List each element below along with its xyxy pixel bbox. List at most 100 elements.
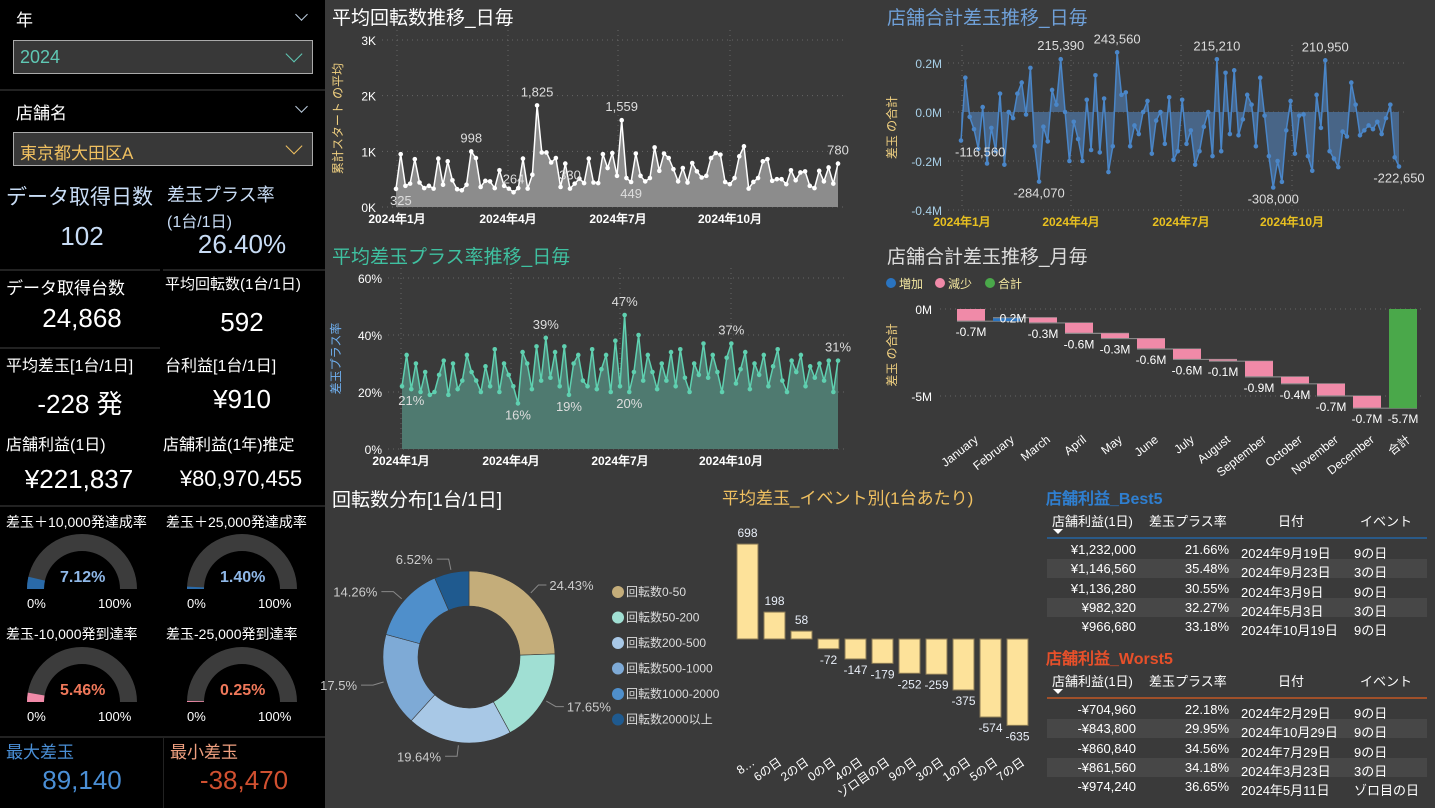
event-bar <box>1006 638 1029 726</box>
data-point <box>835 161 841 166</box>
data-point <box>478 389 484 395</box>
worst-cell-plus-rate: 34.18% <box>1184 759 1229 775</box>
data-point <box>1084 97 1090 103</box>
best-cell-date: 2024年10月19日 <box>1241 623 1338 639</box>
data-label: -0.9M <box>1244 381 1275 395</box>
x-tick-label: February <box>970 432 1016 473</box>
data-point <box>1214 56 1220 62</box>
legend-marker <box>612 611 624 624</box>
best-sort-desc-icon <box>1053 529 1063 534</box>
worst-cell-event: 3の日 <box>1354 763 1388 779</box>
data-point <box>1379 131 1384 137</box>
waterfall-bar <box>1281 376 1309 384</box>
data-point <box>441 358 447 363</box>
data-point <box>756 372 762 378</box>
kpi-store-profit-day-value: ¥221,837 <box>24 464 134 494</box>
data-label: 14.26% <box>333 585 378 600</box>
data-point <box>1058 56 1064 62</box>
data-point <box>487 179 493 184</box>
x-tick-label: 9の日 <box>886 755 919 784</box>
worst-cell-date: 2024年10月29日 <box>1241 725 1338 741</box>
data-label: -0.7M <box>1352 412 1383 426</box>
data-point <box>1353 102 1358 107</box>
gauge-title: 差玉＋10,000発達成率 <box>6 514 147 530</box>
data-point <box>455 386 460 392</box>
best-table-header[interactable]: 店舗利益(1日) <box>1052 514 1133 529</box>
best-cell-date: 2024年5月3日 <box>1241 603 1324 619</box>
kpi-plus-rate-sublabel: (1台/1日) <box>167 214 232 231</box>
best-cell-event: 9の日 <box>1354 623 1388 639</box>
data-point <box>826 165 831 170</box>
data-point <box>1396 164 1402 169</box>
data-point <box>1071 119 1077 125</box>
x-tick-label: 2024年7月 <box>1152 214 1209 229</box>
data-point <box>1093 72 1098 78</box>
kpi-store-profit-year-value: ¥80,970,455 <box>179 466 303 491</box>
data-point <box>1088 147 1094 153</box>
worst-table-header[interactable]: 日付 <box>1278 674 1305 689</box>
worst-cell-date: 2024年5月11日 <box>1241 783 1330 799</box>
data-point <box>1275 158 1280 164</box>
legend-label: 回転数200-500 <box>626 635 706 650</box>
data-point <box>1062 109 1068 115</box>
data-point <box>812 185 817 191</box>
x-tick-label: May <box>1098 432 1124 457</box>
worst-cell-profit: -¥704,960 <box>1077 702 1136 717</box>
data-label: 1,559 <box>605 99 638 114</box>
data-point <box>599 366 604 372</box>
data-point <box>718 152 723 157</box>
legend-label: 回転数500-1000 <box>626 661 713 676</box>
data-point <box>661 151 667 156</box>
best-table-header[interactable]: イベント <box>1360 514 1413 529</box>
legend-marker <box>985 278 995 288</box>
data-point <box>520 349 525 355</box>
data-point <box>704 173 709 179</box>
gauge-max-label: 100% <box>98 709 132 724</box>
waterfall-bar <box>1209 359 1237 362</box>
data-point <box>1288 98 1293 104</box>
data-point <box>1032 144 1038 149</box>
data-label: -0.1M <box>1208 365 1239 379</box>
kpi-max-diff-value: 89,140 <box>42 765 122 795</box>
worst-table-header[interactable]: イベント <box>1360 674 1413 689</box>
best-table-header[interactable]: 日付 <box>1278 514 1305 529</box>
y-tick-label: 0.0M <box>915 106 942 120</box>
data-label: 6.52% <box>396 552 433 567</box>
data-point <box>803 384 808 389</box>
data-label: 19% <box>556 399 582 414</box>
gauge-min-label: 0% <box>187 596 206 611</box>
y-tick-label: 2K <box>361 90 376 104</box>
x-tick-label: 7の日 <box>994 755 1027 784</box>
year-dropdown[interactable]: 2024 <box>13 40 313 74</box>
y-tick-label: 0% <box>365 443 383 457</box>
data-point <box>1344 134 1350 139</box>
worst-cell-event: 9の日 <box>1354 725 1388 741</box>
data-point <box>473 155 479 161</box>
data-point <box>562 344 567 349</box>
event-bar <box>898 638 921 674</box>
data-point <box>675 179 681 184</box>
data-label: 47% <box>612 294 638 309</box>
data-point <box>729 341 734 346</box>
data-label: 215,210 <box>1193 38 1240 53</box>
best-table-header[interactable]: 差玉プラス率 <box>1149 514 1227 529</box>
divider <box>0 347 160 349</box>
worst-table-header[interactable]: 店舗利益(1日) <box>1052 674 1133 689</box>
data-label: 21% <box>398 393 424 408</box>
data-point <box>1305 153 1311 159</box>
data-point <box>654 386 660 392</box>
data-label: -0.7M <box>956 325 987 339</box>
data-point <box>638 173 643 179</box>
worst-table-header[interactable]: 差玉プラス率 <box>1149 674 1227 689</box>
data-point <box>1318 125 1324 131</box>
data-point <box>733 381 739 386</box>
store-dropdown[interactable]: 東京都大田区A <box>13 132 313 166</box>
data-point <box>407 181 413 186</box>
y-tick-label: -5M <box>911 390 932 404</box>
spins-chart-title: 平均回転数推移_日毎 <box>332 8 514 29</box>
data-point <box>562 161 568 166</box>
data-point <box>1119 92 1124 98</box>
kpi-avg-diff-value: -228 発 <box>37 389 123 419</box>
data-point <box>446 392 451 398</box>
data-point <box>450 177 455 183</box>
